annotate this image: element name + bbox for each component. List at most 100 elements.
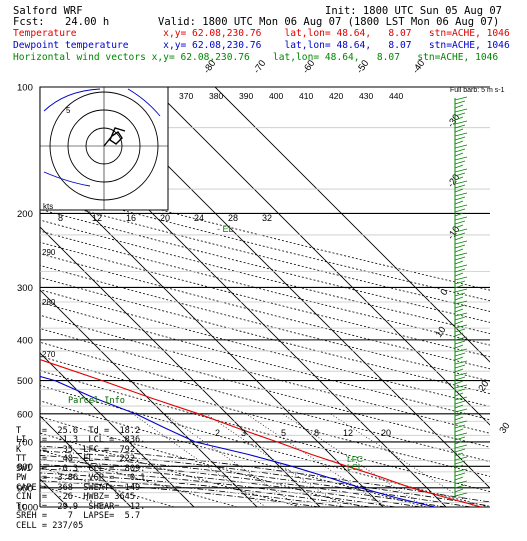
isotherm bbox=[40, 163, 384, 507]
dry-adiabat bbox=[40, 341, 490, 463]
wind-barb bbox=[454, 204, 468, 209]
wind-barb bbox=[454, 328, 466, 333]
dry-adiabat bbox=[40, 314, 490, 434]
moist-adiabat bbox=[40, 464, 421, 507]
wind-barb bbox=[454, 264, 468, 269]
wind-barbs bbox=[454, 96, 468, 498]
moist-adiabat bbox=[40, 459, 447, 507]
hodograph: 5 kts bbox=[39, 86, 169, 211]
mixing-ratio-line bbox=[282, 413, 425, 507]
wind-barb bbox=[454, 280, 466, 285]
parcel-info-rows: T = 25.6 Td = 18.2 LI = -1.3 LCL = 836. K … bbox=[16, 425, 146, 532]
moist-adiabat bbox=[40, 472, 371, 507]
wind-barb bbox=[454, 480, 468, 485]
lcl-marker: LCL bbox=[347, 462, 363, 472]
isotherm bbox=[40, 226, 321, 507]
isotherm bbox=[214, 87, 490, 363]
el-marker: - EL bbox=[217, 224, 234, 234]
mixing-ratio-label: 12 bbox=[343, 428, 353, 438]
wind-barb bbox=[454, 448, 466, 453]
wind-barb bbox=[454, 100, 466, 105]
wind-barb bbox=[454, 288, 468, 293]
wind-barb bbox=[454, 192, 468, 197]
wind-barb bbox=[454, 240, 468, 245]
moist-adiabat bbox=[40, 445, 490, 503]
wind-barb bbox=[454, 184, 466, 189]
parcel-info-row: T = 25.6 Td = 18.2 bbox=[16, 425, 141, 436]
wind-barb bbox=[454, 352, 466, 357]
wind-barb bbox=[454, 392, 464, 397]
wind-barb bbox=[454, 320, 464, 325]
pressure-label: 800 bbox=[17, 462, 33, 473]
wind-barb bbox=[454, 216, 468, 221]
wind-barb bbox=[454, 232, 466, 237]
wind-barb bbox=[454, 188, 464, 193]
wind-barb bbox=[454, 432, 468, 437]
wind-barb bbox=[454, 416, 464, 421]
wind-barb bbox=[454, 348, 468, 353]
wind-barb bbox=[454, 224, 464, 229]
dry-adiabat bbox=[40, 188, 490, 302]
theta-label-low: 8 bbox=[58, 213, 63, 223]
isotherm bbox=[40, 352, 195, 507]
profile-lines bbox=[40, 359, 482, 507]
pressure-label: 700 bbox=[17, 437, 33, 448]
wind-barb bbox=[454, 436, 466, 441]
parcel-info-box: Parcel Info T = 25.6 Td = 18.2 LI = -1.3 … bbox=[16, 378, 145, 541]
wind-barb bbox=[454, 172, 466, 177]
wind-barb bbox=[454, 96, 468, 101]
wind-barb bbox=[454, 440, 464, 445]
isotherm bbox=[0, 87, 5, 507]
wind-barb bbox=[454, 372, 468, 377]
mixing-ratio-lines bbox=[132, 413, 476, 507]
parcel-info-row: TT = 48 EL = 222. bbox=[16, 454, 141, 464]
wind-barb bbox=[454, 256, 466, 261]
wind-barb bbox=[454, 488, 464, 493]
theta-label: 390 bbox=[239, 91, 253, 101]
theta-label: 440 bbox=[389, 91, 403, 101]
wind-barb bbox=[454, 248, 464, 253]
wind-barb bbox=[454, 388, 466, 393]
wind-barb bbox=[454, 472, 466, 477]
wind-barb bbox=[454, 368, 464, 373]
wind-barb bbox=[454, 408, 468, 413]
wind-barb bbox=[454, 444, 468, 449]
isotherm-label: 30 bbox=[497, 421, 512, 436]
wind-barb bbox=[454, 356, 464, 361]
theta-label: 410 bbox=[299, 91, 313, 101]
wind-barb bbox=[454, 380, 464, 385]
wind-barb bbox=[454, 340, 466, 345]
theta-label-low: 20 bbox=[160, 213, 170, 223]
wind-barb bbox=[454, 132, 468, 137]
wind-barb bbox=[454, 180, 468, 185]
wind-barb bbox=[454, 344, 464, 349]
theta-label: 420 bbox=[329, 91, 343, 101]
wind-barb bbox=[454, 144, 468, 149]
theta-label-low: 12 bbox=[92, 213, 102, 223]
theta-label: 400 bbox=[269, 91, 283, 101]
dry-adiabat bbox=[40, 198, 490, 312]
pressure-label: 400 bbox=[17, 335, 33, 346]
wind-barb bbox=[454, 492, 468, 497]
wind-barb bbox=[454, 428, 464, 433]
wind-barb bbox=[454, 276, 468, 281]
parcel-info-row: CELL = 237/05 bbox=[16, 520, 84, 531]
wind-barb bbox=[454, 200, 464, 205]
wind-barb bbox=[454, 112, 466, 117]
wind-barb bbox=[454, 116, 464, 121]
wind-barb bbox=[454, 164, 464, 169]
wind-barb bbox=[454, 272, 464, 277]
isotherm-lines bbox=[0, 87, 490, 507]
dewpoint-profile bbox=[40, 375, 435, 507]
moist-adiabat-lines bbox=[40, 445, 490, 507]
parcel-info-row: PW = 3.86 VGP = 0.1 bbox=[16, 473, 146, 483]
isotherm-label: 20 bbox=[476, 379, 491, 394]
wind-barb bbox=[454, 484, 466, 489]
isotherm bbox=[40, 415, 132, 507]
isotherm-label: -80 bbox=[201, 58, 218, 76]
pressure-label: 500 bbox=[17, 376, 33, 387]
wind-barb bbox=[454, 464, 464, 469]
wind-barb bbox=[454, 468, 468, 473]
